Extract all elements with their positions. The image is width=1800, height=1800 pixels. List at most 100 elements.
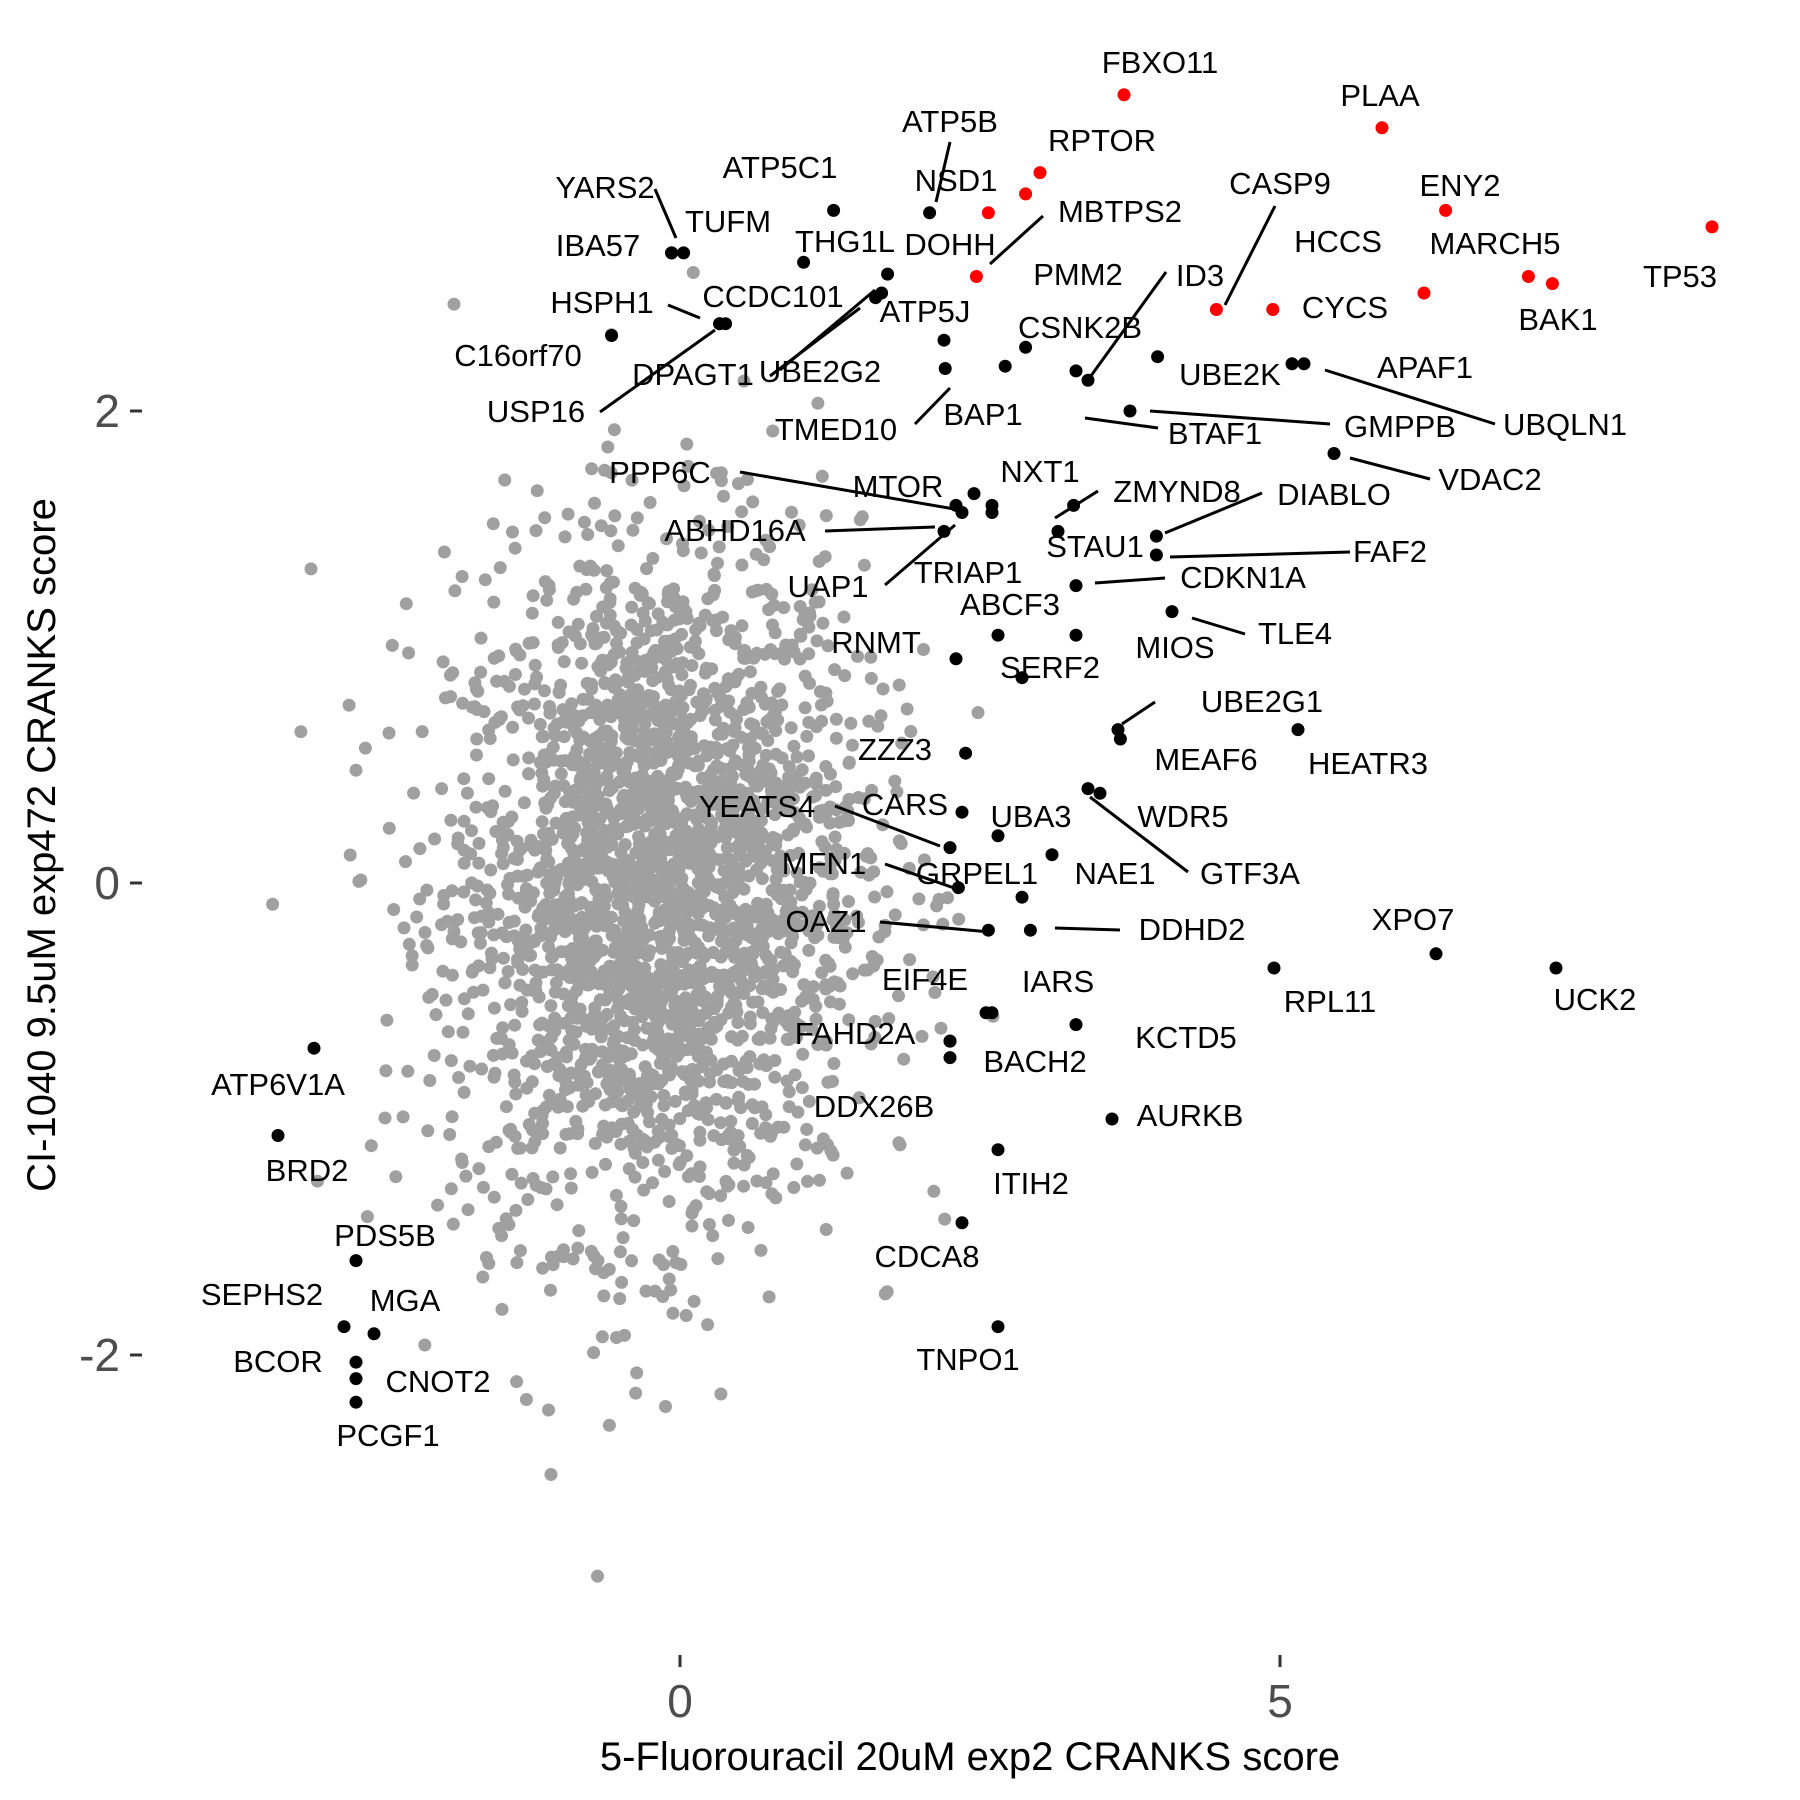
background-point [499,1212,513,1226]
background-point [592,909,606,923]
background-point [613,645,626,659]
background-point [874,709,888,723]
background-point [498,976,512,990]
background-point [801,1174,814,1188]
background-point [634,585,648,599]
background-point [778,652,791,666]
background-point [470,732,484,746]
background-point [482,723,496,737]
leader-line-vdac2 [1349,456,1431,481]
x-axis-title: 5-Fluorouracil 20uM exp2 CRANKS score [600,1735,1340,1779]
background-point [504,998,518,1012]
background-point [754,1243,768,1257]
background-point [382,821,396,835]
background-point [695,1101,709,1115]
background-point [594,519,608,533]
background-point [686,741,700,755]
background-point [639,734,653,748]
background-point [821,1138,834,1152]
background-point [582,1095,596,1108]
background-point [549,976,563,990]
background-point [602,1418,616,1432]
background-point [624,992,637,1005]
background-point [852,1091,866,1105]
background-point [852,915,865,929]
background-point [624,618,638,632]
background-point [502,887,516,901]
background-point [513,978,527,992]
background-point [819,1223,833,1236]
background-point [693,1160,707,1174]
background-point [597,703,610,717]
background-point [740,916,754,930]
background-point [588,496,601,510]
background-point [688,833,702,847]
gene-label-usp16: USP16 [487,394,585,429]
background-point [769,872,783,886]
background-point [494,710,508,724]
background-point [665,1141,679,1155]
background-point [796,613,810,627]
background-point [585,462,599,476]
background-point [823,816,837,830]
background-point [478,573,492,587]
background-point [571,1127,585,1141]
background-point [759,897,773,911]
labeled-point-atp5j [881,267,895,281]
background-point [926,970,940,984]
background-point [734,974,748,988]
background-point [676,701,690,715]
background-point [511,956,525,970]
background-point [675,627,689,641]
background-point [737,1179,751,1193]
background-point [379,1064,393,1078]
background-point [614,892,628,906]
background-point [784,721,798,735]
background-point [472,856,486,870]
gene-label-atp6v1a: ATP6V1A [211,1067,345,1102]
background-point [491,907,505,921]
background-point [795,994,809,1008]
background-point [533,717,547,731]
background-point [667,613,681,627]
background-point [952,912,966,926]
background-point [631,663,645,676]
background-point [811,1038,825,1051]
background-point [770,919,784,933]
background-point [595,1330,609,1344]
gene-label-grpel1: GRPEL1 [916,856,1038,891]
leader-line-yars2 [653,188,678,239]
background-point [818,840,832,854]
gene-label-mios: MIOS [1135,630,1214,665]
background-point [546,740,560,754]
background-point [758,647,772,661]
background-point [755,826,769,840]
background-point [543,706,557,719]
background-point [790,1019,804,1033]
background-point [591,1569,604,1583]
background-point [756,939,770,953]
background-point [545,832,559,846]
background-point [730,712,743,726]
background-point [654,817,668,831]
gene-label-fahd2a: FAHD2A [795,1016,916,1051]
background-point [748,1077,762,1091]
background-point [546,1170,560,1184]
leader-line-btaf1 [1084,416,1159,430]
gene-label-tp53: TP53 [1643,259,1717,294]
background-point [703,1075,716,1089]
background-point [668,1094,682,1108]
background-point [815,469,829,483]
background-point [472,836,486,850]
background-point [514,841,528,855]
background-point [528,658,542,672]
background-point [597,1266,611,1280]
background-point [714,1189,728,1203]
background-point [402,646,416,660]
background-point [704,820,718,834]
background-point [681,1020,695,1034]
background-point [646,551,660,565]
background-point [793,875,807,889]
background-point [418,1338,432,1352]
background-point [573,943,587,957]
